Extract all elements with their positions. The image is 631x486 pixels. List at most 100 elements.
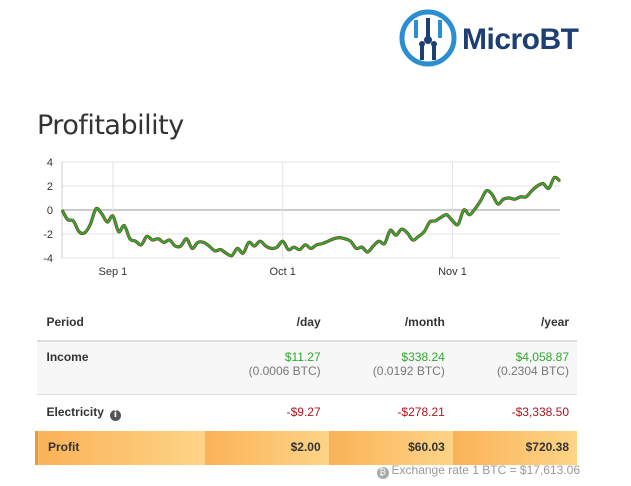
data-point [151,239,154,241]
data-point [519,196,522,198]
data-point [525,196,527,198]
data-point [384,243,386,245]
data-point [480,199,482,201]
data-point [333,238,335,240]
data-point [157,238,159,240]
data-point [316,244,318,246]
data-point [338,237,340,239]
data-point [310,247,312,249]
data-point [270,247,272,249]
income-label: Income [36,340,205,395]
data-point [282,240,284,242]
data-point [191,247,193,249]
data-point [417,235,420,237]
data-point [123,225,125,227]
income-row: Income $11.27 (0.0006 BTC) $338.24 (0.0192… [36,340,577,395]
data-point [202,241,205,243]
data-point [84,232,86,234]
data-point [395,234,397,236]
data-point [531,190,533,192]
income-day: $11.27 [284,350,321,364]
data-point [542,183,544,185]
profitability-chart: 4 2 0 -2 -4 Sep 1 Oct 1 Nov 1 [43,157,562,278]
data-point [219,249,222,251]
data-point [497,203,499,205]
data-point [135,240,137,242]
data-point [327,240,329,242]
data-point [236,247,238,249]
data-point [248,241,250,243]
profit-row: Profit $2.00 $60.03 $720.38 [35,431,577,465]
info-icon[interactable]: i [109,410,121,421]
electricity-year: -$3,338.50 [452,394,577,431]
data-point [485,190,487,192]
income-year: $4,058.87 [515,350,569,364]
data-point [372,245,374,247]
y-tick-label: 2 [47,181,53,193]
data-point [350,240,352,242]
profit-line-shadow [60,175,562,258]
profitability-table: Period /day /month /year Income $11.27 (0… [35,306,577,465]
data-point [361,246,363,248]
data-point [140,244,142,246]
data-point [508,197,510,199]
data-point [242,252,244,254]
data-point [253,245,255,247]
profit-day: $2.00 [204,431,329,465]
data-point [344,238,346,240]
data-point [553,177,555,179]
profit-label: Profit [35,431,205,465]
data-point [468,214,471,216]
data-point [101,213,103,215]
data-point [225,252,227,254]
data-point [129,238,131,240]
data-point [112,215,114,217]
data-point [536,185,539,187]
x-tick-label: Nov 1 [438,266,467,278]
data-point [185,238,188,240]
y-tick-label: 4 [47,157,53,169]
exchange-rate-text: Exchange rate 1 BTC = $17,613.06 [391,463,580,477]
data-point [146,235,148,237]
data-point [321,243,323,245]
electricity-label: Electricity [46,405,104,419]
income-day-btc: (0.0006 BTC) [248,364,321,378]
data-point [197,241,199,243]
data-point [174,245,176,247]
page-title: Profitability [37,110,184,141]
data-point [61,209,63,211]
data-point [423,231,425,233]
data-point [106,221,108,223]
x-tick-label: Oct 1 [270,266,296,278]
data-point [214,250,216,252]
data-point [259,240,261,242]
data-point [355,247,357,249]
data-point [491,193,493,195]
data-point [89,223,91,225]
data-point [548,187,550,189]
income-month-btc: (0.0192 BTC) [372,364,445,378]
data-point [440,216,442,218]
electricity-day: -$9.27 [204,394,329,431]
microbt-logo-icon [399,9,457,67]
data-point [474,208,476,210]
y-tick-label: -2 [43,229,53,241]
data-point [78,231,80,233]
data-point [287,249,289,251]
data-point [180,245,182,247]
x-tick-label: Sep 1 [99,266,128,278]
data-point [304,244,306,246]
header-year: /year [452,306,577,342]
data-point [514,198,516,200]
data-point [265,245,267,247]
data-point [95,208,97,210]
data-point [168,239,171,241]
table-header-row: Period /day /month /year [36,306,577,342]
data-point [389,229,391,231]
data-point [434,220,437,222]
bitcoin-icon: ₿ [376,467,389,479]
data-point [502,198,504,200]
data-point [457,223,459,225]
microbt-logo: MicroBT [398,8,579,68]
data-point [118,231,120,233]
